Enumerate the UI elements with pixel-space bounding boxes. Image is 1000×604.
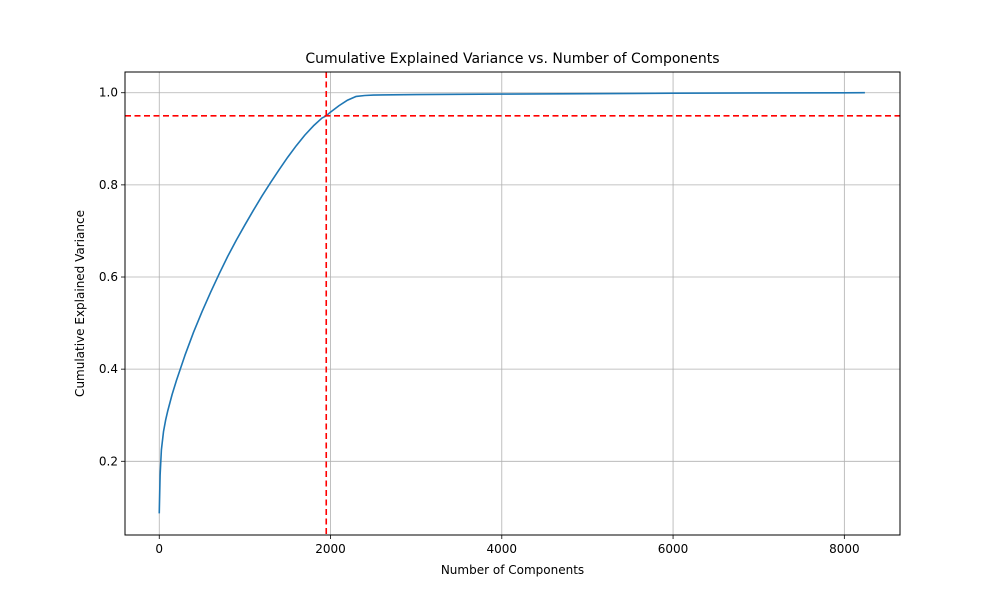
y-tick-label: 0.6 (99, 270, 118, 284)
tick-layer: 0 2000 4000 6000 8000 0.2 0.4 0.6 0.8 1.0 (99, 86, 860, 556)
x-tick-label: 6000 (658, 542, 689, 556)
x-tick-label: 0 (155, 542, 163, 556)
series-layer (158, 91, 865, 514)
x-axis-label: Number of Components (441, 563, 584, 577)
y-tick-label: 0.2 (99, 454, 118, 468)
variance-curve (158, 91, 865, 514)
y-tick-label: 0.4 (99, 362, 118, 376)
x-tick-label: 8000 (829, 542, 860, 556)
y-axis-label: Cumulative Explained Variance (73, 210, 87, 397)
plot-frame (124, 71, 901, 536)
y-tick-label: 0.8 (99, 178, 118, 192)
x-tick-label: 4000 (487, 542, 518, 556)
grid-layer (125, 72, 900, 535)
chart-title: Cumulative Explained Variance vs. Number… (305, 51, 719, 67)
x-tick-label: 2000 (315, 542, 346, 556)
y-tick-label: 1.0 (99, 86, 118, 100)
reference-lines (125, 72, 900, 535)
